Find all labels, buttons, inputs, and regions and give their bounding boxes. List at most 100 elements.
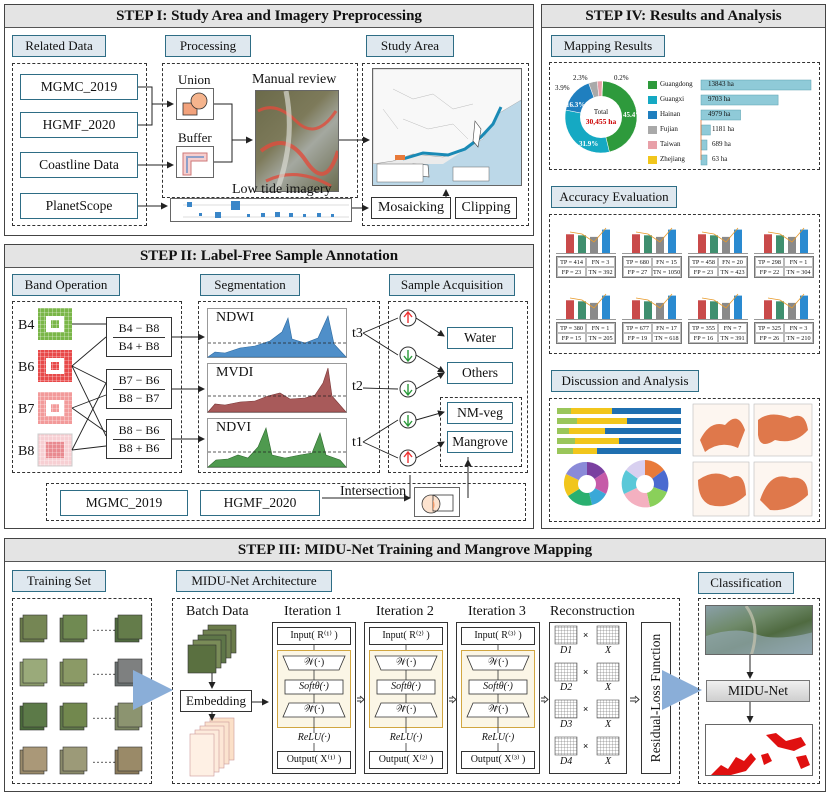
buffer-label: Buffer [178, 130, 212, 145]
bar-label-fujian: 1181 ha [712, 125, 735, 133]
mapping-group [549, 62, 820, 170]
mapping-results-tag: Mapping Results [551, 35, 665, 57]
x-4: X [605, 756, 612, 767]
pie-total-label: Total [593, 108, 609, 116]
confusion-cell: TN = 391 [718, 333, 747, 343]
confusion-cell: FN = 15 [652, 257, 681, 267]
confusion-cell: FN = 17 [652, 323, 681, 333]
band-group [12, 301, 182, 473]
band-b8-label: B8 [18, 444, 35, 459]
confusion-cell: TP = 355 [689, 323, 718, 333]
study-area-group [362, 63, 529, 226]
confusion-cell: FN = 3 [784, 323, 813, 333]
iteration-2-soft: Softθ(·) [391, 681, 421, 692]
accuracy-bar [578, 301, 586, 319]
confusion-cell: TP = 680 [623, 257, 652, 267]
training-ellipsis-1: …… [92, 620, 116, 634]
confusion-cell: FP = 27 [623, 267, 652, 277]
bar-label-zhejiang: 63 ha [712, 155, 728, 163]
confusion-cell: TN = 205 [586, 333, 615, 343]
classification-input-image [705, 605, 813, 655]
accuracy-bar [566, 300, 574, 319]
mvdi-label: MVDI [216, 365, 254, 380]
confusion-cell: FN = 3 [586, 257, 615, 267]
manual-review-label: Manual review [252, 72, 337, 87]
step1-title: STEP I: Study Area and Imagery Preproces… [5, 5, 533, 28]
bar-label-hainan: 4979 ha [708, 110, 731, 118]
confusion-cell: FN = 20 [718, 257, 747, 267]
dict-d2: D2 [560, 682, 573, 693]
class-mangrove: Mangrove [447, 431, 513, 453]
confusion-cell: FN = 1 [784, 257, 813, 267]
loss-label: Residual-Loss Function [648, 633, 663, 763]
confusion-cell: FP = 22 [755, 267, 784, 277]
bottom-hgmf: HGMF_2020 [200, 490, 320, 516]
accuracy-bar [590, 236, 598, 253]
iteration-3-output: Output( X⁽³⁾ ) [461, 751, 535, 769]
confusion-cell: FP = 23 [557, 267, 586, 277]
training-ellipsis-3: …… [92, 708, 116, 722]
legend-zhejiang: Zhejiang [660, 155, 685, 163]
x-2: X [605, 682, 612, 693]
accuracy-bar [788, 236, 796, 253]
legend-taiwan: Taiwan [660, 140, 681, 148]
midu-net-box: MIDU-Net [706, 680, 810, 702]
accuracy-bar [710, 235, 718, 253]
threshold-t3: t3 [352, 326, 363, 341]
band-b6-label: B6 [18, 360, 35, 375]
confusion-cell: TP = 380 [557, 323, 586, 333]
accuracy-chart-1 [556, 222, 616, 254]
pie-label-zhejiang: 0.2% [614, 74, 629, 82]
accuracy-bar [788, 302, 796, 319]
accuracy-bar [734, 229, 742, 253]
accuracy-line [767, 293, 805, 309]
bar-label-taiwan: 689 ha [712, 140, 731, 148]
related-data-tag: Related Data [12, 35, 106, 57]
loss-box: Residual-Loss Function [641, 622, 671, 774]
iteration-1-soft: Softθ(·) [299, 681, 329, 692]
confusion-cell: TN = 618 [652, 333, 681, 343]
accuracy-chart-6 [622, 288, 682, 320]
data-item-planetscope: PlanetScope [20, 193, 138, 219]
accuracy-bar [776, 235, 784, 253]
accuracy-bar [734, 295, 742, 319]
arch-tag: MIDU-Net Architecture [176, 570, 332, 592]
reconstruction-block [549, 622, 627, 774]
accuracy-tag: Accuracy Evaluation [551, 186, 677, 208]
accuracy-bar [578, 235, 586, 253]
classification-result [705, 724, 813, 776]
accuracy-line [569, 227, 607, 243]
step3-title: STEP III: MIDU-Net Training and Mangrove… [5, 539, 825, 562]
iteration-1-title: Iteration 1 [284, 604, 342, 619]
confusion-table-2: TP = 680 FN = 15 FP = 27 TN = 1050 [622, 256, 682, 278]
union-label: Union [178, 72, 211, 87]
study-area-tag: Study Area [366, 35, 454, 57]
training-set-tag: Training Set [12, 570, 106, 592]
accuracy-bar [722, 302, 730, 319]
iteration-1-wtilde: 𝒲̃(·) [303, 704, 325, 715]
confusion-table-3: TP = 458 FN = 20 FP = 23 TN = 423 [688, 256, 748, 278]
accuracy-bar [668, 229, 676, 253]
dict-d3: D3 [560, 719, 573, 730]
study-area-map [372, 68, 522, 186]
accuracy-line [635, 293, 673, 309]
ndwi-denominator: B4 + B8 [118, 339, 160, 353]
ndwi-label: NDWI [216, 310, 255, 325]
discussion-tag: Discussion and Analysis [551, 370, 699, 392]
iteration-2-title: Iteration 2 [376, 604, 434, 619]
legend-guangxi: Guangxi [660, 95, 685, 103]
step3-panel: STEP III: MIDU-Net Training and Mangrove… [4, 538, 826, 792]
iteration-3-wtilde: 𝒲̃(·) [487, 704, 509, 715]
bottom-mgmc: MGMC_2019 [60, 490, 188, 516]
accuracy-bar [668, 295, 676, 319]
legend-fujian: Fujian [660, 125, 678, 133]
accuracy-chart-3 [688, 222, 748, 254]
pie-label-taiwan: 2.3% [573, 74, 588, 82]
intersection-label: Intersection [340, 484, 407, 499]
accuracy-bar [656, 302, 664, 319]
confusion-cell: TP = 458 [689, 257, 718, 267]
discussion-group [549, 398, 820, 522]
accuracy-bar [632, 300, 640, 319]
iteration-2-relu: ReLU(·) [389, 732, 423, 743]
ndvi-denominator: B8 + B6 [118, 441, 160, 455]
